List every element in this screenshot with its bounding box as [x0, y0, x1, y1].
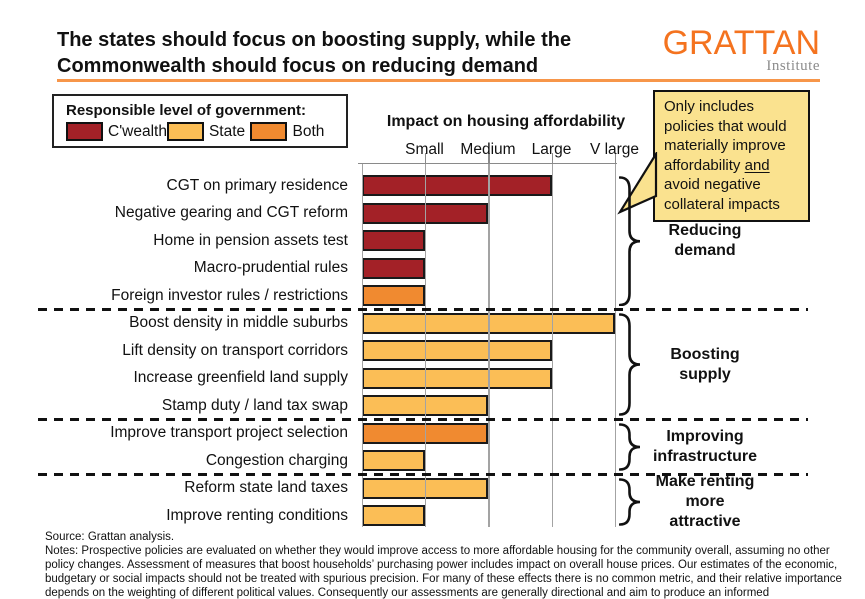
source-text: Source: Grattan analysis. — [45, 531, 175, 543]
legend-item-cwealth: C'wealth — [66, 122, 167, 141]
callout-text-after: avoid negative collateral impacts — [664, 176, 780, 213]
impact-bar — [361, 230, 425, 252]
impact-bar — [361, 367, 552, 389]
cwealth-color-swatch — [66, 122, 103, 141]
group-divider — [38, 308, 808, 311]
x-axis-tick — [551, 153, 553, 164]
gridline — [614, 164, 616, 527]
header-divider — [57, 79, 820, 82]
chart-row: CGT on primary residence — [45, 172, 820, 200]
chart-row: Home in pension assets test — [45, 227, 820, 255]
axis-title: Impact on housing affordability — [386, 113, 626, 130]
bar-area — [361, 392, 821, 420]
chart-row: Boost density in middle suburbs — [45, 310, 820, 338]
x-tick-label-large: Large — [531, 141, 572, 158]
x-tick-label-v-large: V large — [589, 141, 640, 158]
both-color-swatch — [250, 122, 288, 141]
chart-row: Stamp duty / land tax swap — [45, 392, 820, 420]
x-axis-line — [358, 162, 617, 164]
x-axis-tick — [424, 153, 426, 164]
policy-label: Foreign investor rules / restrictions — [111, 286, 348, 304]
gridline — [551, 164, 553, 527]
group-brace — [619, 423, 641, 471]
chart-row: Foreign investor rules / restrictions — [45, 282, 820, 310]
group-label-reducing-demand: Reducing demand — [668, 221, 742, 259]
policy-label: Improve renting conditions — [166, 506, 348, 524]
grattan-logo-subtitle: Institute — [766, 58, 820, 74]
impact-bar — [361, 175, 552, 197]
x-tick-label-small: Small — [405, 141, 444, 158]
chart-row: Improve renting conditions — [45, 502, 820, 530]
state-color-swatch — [166, 122, 204, 141]
policy-label: Reform state land taxes — [184, 479, 348, 497]
chart-row: Congestion charging — [45, 447, 820, 475]
impact-bar — [361, 450, 425, 472]
policy-label: Increase greenfield land supply — [133, 369, 348, 387]
legend-title: Responsible level of government: — [66, 102, 307, 119]
group-label-improving-infrastructure: Improving infrastructure — [652, 428, 758, 465]
legend-box: Responsible level of government: C'wealt… — [52, 94, 348, 148]
policy-label: Stamp duty / land tax swap — [161, 396, 348, 414]
bar-area — [361, 310, 821, 338]
callout-box: Only includes policies that would materi… — [653, 90, 810, 222]
page-title-line1: The states should focus on boosting supp… — [57, 29, 572, 51]
policy-label: Congestion charging — [205, 451, 348, 469]
legend-label-cwealth: C'wealth — [108, 122, 167, 140]
bar-area — [361, 282, 821, 310]
x-tick-label-medium: Medium — [460, 141, 516, 158]
impact-bar — [361, 257, 425, 279]
group-brace — [619, 478, 641, 526]
policy-label: Boost density in middle suburbs — [129, 314, 348, 332]
legend-item-both: Both — [250, 122, 334, 141]
notes-text: Notes: Prospective policies are evaluate… — [45, 545, 842, 599]
chart-rows: CGT on primary residence Negative gearing… — [45, 172, 820, 530]
impact-bar — [361, 505, 425, 527]
group-brace — [619, 313, 641, 416]
impact-bar — [361, 285, 425, 307]
legend-label-state: State — [208, 122, 246, 140]
grattan-logo: GRATTAN Institute — [663, 26, 820, 75]
group-label-boosting-supply: Boosting supply — [670, 345, 740, 383]
legend-items: C'wealth State Both — [54, 122, 346, 141]
callout-text-before: Only includes policies that would materi… — [664, 98, 787, 174]
policy-label: Home in pension assets test — [153, 231, 348, 249]
axis-baseline — [361, 164, 363, 527]
policy-label: CGT on primary residence — [166, 176, 348, 194]
group-divider — [38, 473, 808, 476]
group-divider — [38, 418, 808, 421]
grattan-logo-wordmark: GRATTAN — [662, 24, 820, 62]
x-axis-tick — [488, 153, 490, 164]
group-label-make-renting-more-attractive: Make renting more attractive — [655, 473, 755, 530]
policy-label: Macro-prudential rules — [193, 259, 348, 277]
legend-label-both: Both — [292, 122, 325, 140]
policy-label: Negative gearing and CGT reform — [114, 204, 348, 222]
policy-label: Improve transport project selection — [110, 424, 348, 442]
legend-item-state: State — [166, 122, 251, 141]
callout-text-underlined: and — [744, 156, 770, 174]
group-brace — [619, 175, 641, 306]
page-title: The states should focus on boosting supp… — [57, 27, 682, 79]
policy-label: Lift density on transport corridors — [122, 341, 348, 359]
impact-bar — [361, 340, 552, 362]
gridline — [488, 164, 490, 527]
gridline — [424, 164, 426, 527]
x-axis-tick — [614, 153, 616, 164]
chart-row: Lift density on transport corridors — [45, 337, 820, 365]
page-title-line2: Commonwealth should focus on reducing de… — [57, 55, 539, 77]
